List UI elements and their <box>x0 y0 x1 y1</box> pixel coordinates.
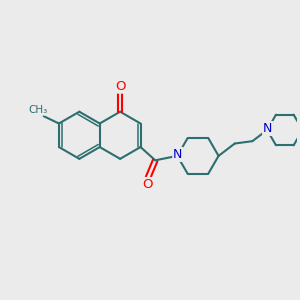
Text: O: O <box>115 80 125 93</box>
Text: CH₃: CH₃ <box>29 105 48 115</box>
Text: N: N <box>173 148 183 161</box>
Text: N: N <box>263 122 272 135</box>
Text: O: O <box>142 178 153 191</box>
